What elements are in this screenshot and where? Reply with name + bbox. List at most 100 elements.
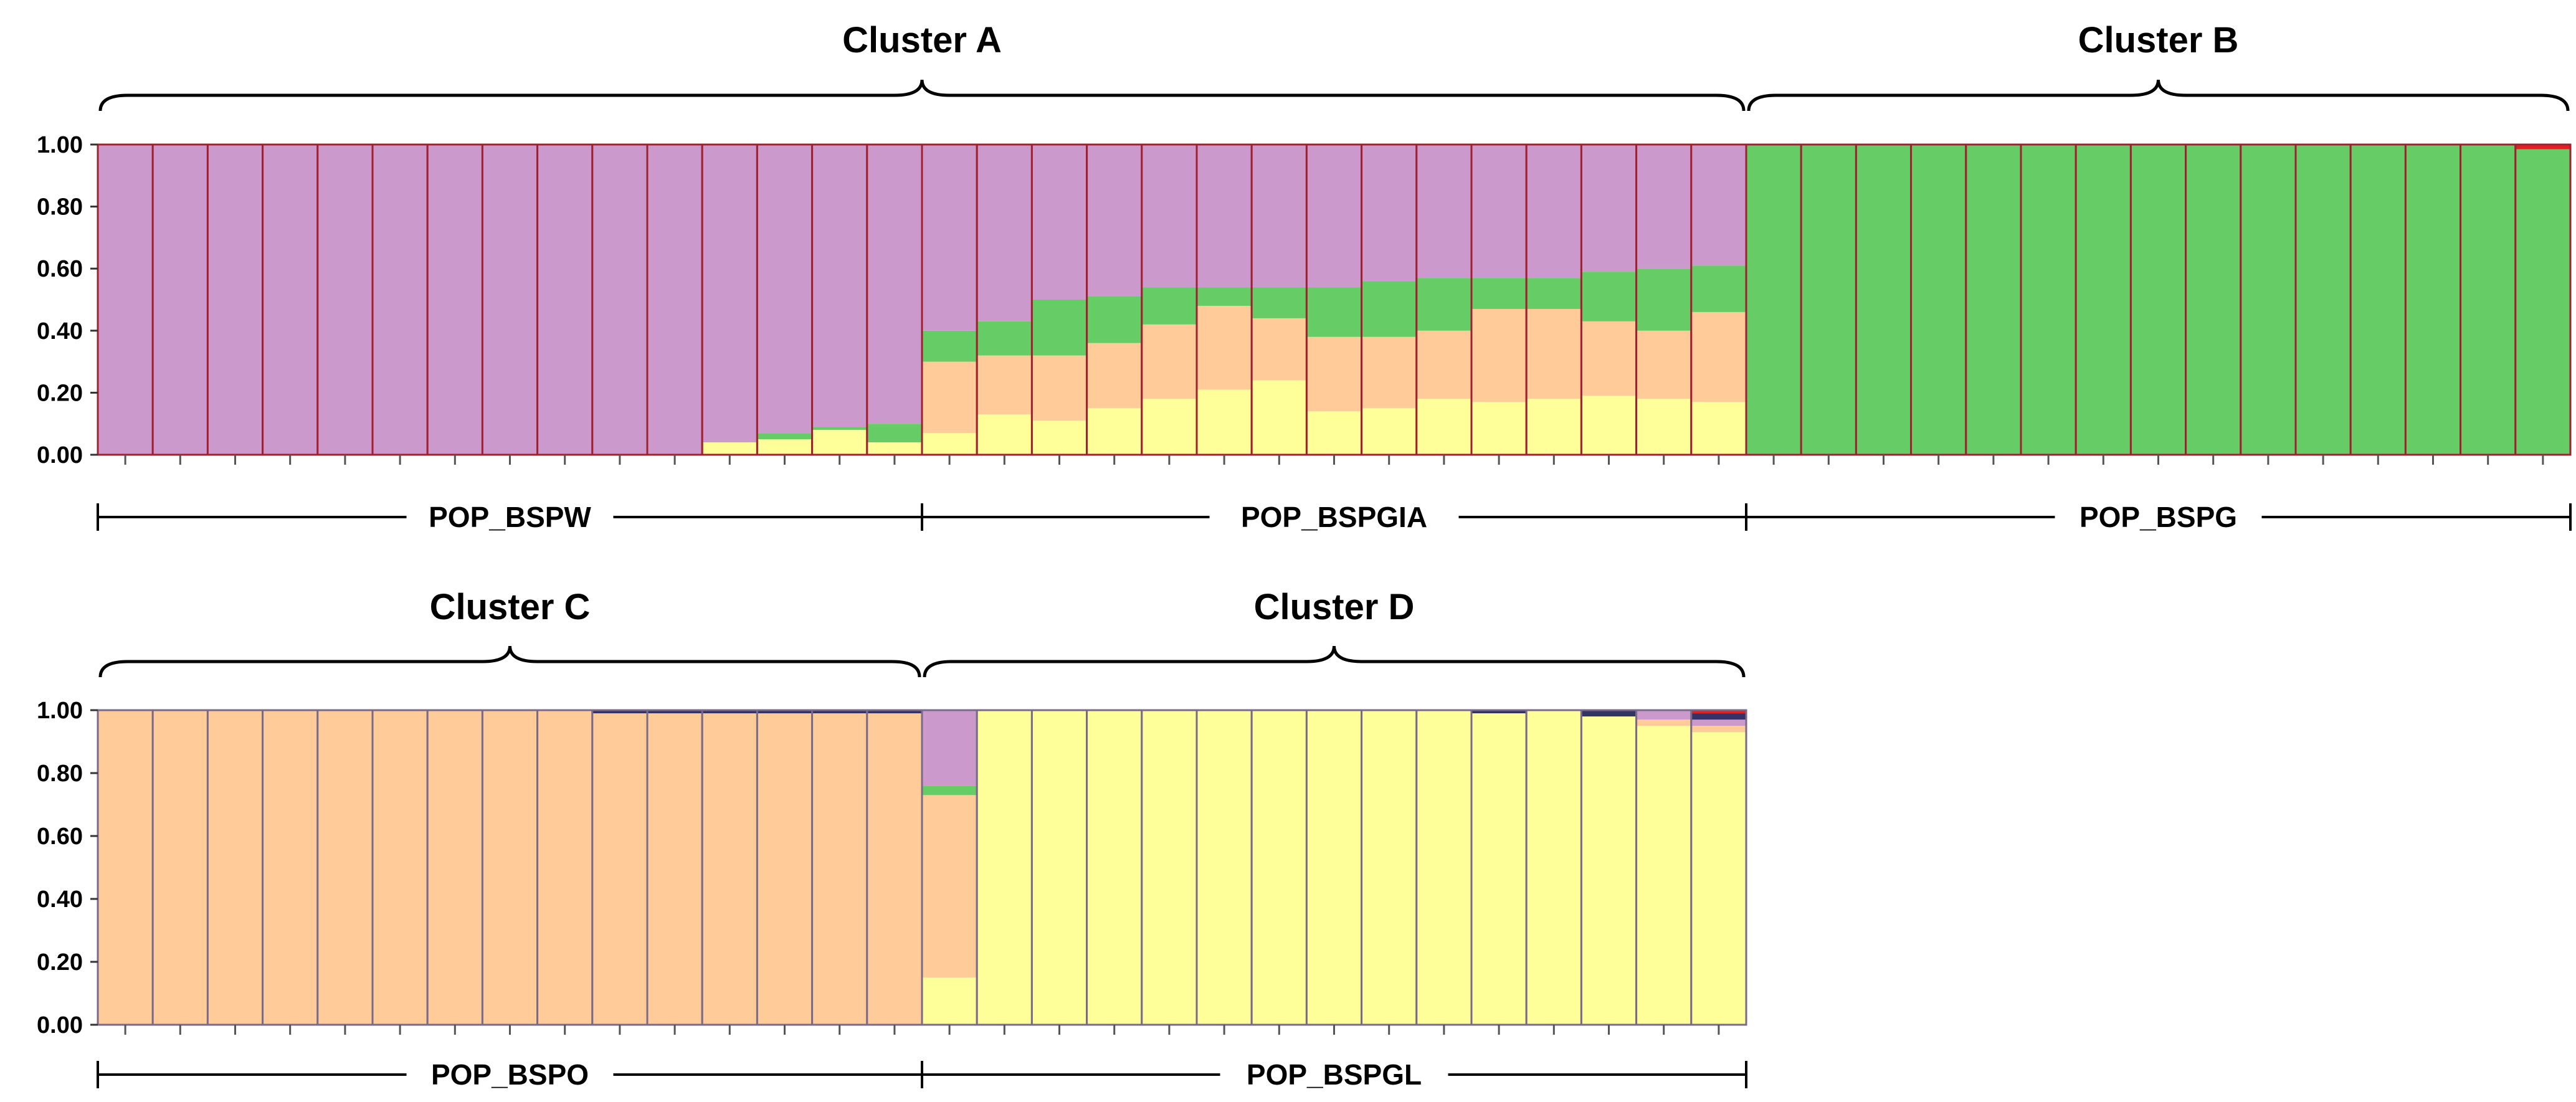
bar-segment-orange <box>1526 308 1582 399</box>
bar-segment-yellow <box>1032 710 1087 1025</box>
bar-segment-purple <box>757 145 812 434</box>
bar-segment-orange <box>317 710 373 1025</box>
bar-segment-purple <box>1691 720 1746 726</box>
bar-segment-orange <box>1361 336 1417 409</box>
bar-individual-8 <box>481 709 539 1026</box>
bar-segment-purple <box>867 145 922 424</box>
bar-segment-purple <box>1197 145 1252 288</box>
bar-individual-11 <box>646 143 703 456</box>
bar-segment-yellow <box>1361 408 1417 455</box>
bar-individual-6 <box>371 709 429 1026</box>
bar-individual-25 <box>1415 709 1473 1026</box>
bar-individual-30 <box>1690 709 1747 1026</box>
bar-segment-orange <box>702 713 758 1025</box>
bar-individual-28 <box>1580 143 1638 456</box>
bar-individual-42 <box>2349 143 2407 456</box>
bar-individual-19 <box>1086 709 1143 1026</box>
bar-individual-22 <box>1250 709 1308 1026</box>
bar-segment-yellow <box>1526 399 1582 455</box>
bar-individual-39 <box>2185 143 2242 456</box>
bar-segment-orange <box>262 710 318 1025</box>
bar-segment-purple <box>262 145 318 455</box>
bar-segment-orange <box>1416 330 1471 399</box>
bar-segment-purple <box>427 145 483 455</box>
bar-segment-orange <box>1691 726 1746 733</box>
bar-segment-purple <box>1141 145 1197 288</box>
bar-individual-7 <box>426 709 483 1026</box>
bar-segment-green <box>2076 145 2131 455</box>
bar-individual-21 <box>1195 709 1253 1026</box>
bar-segment-yellow <box>757 439 812 455</box>
bar-segment-green <box>1252 287 1307 318</box>
bar-individual-23 <box>1305 709 1363 1026</box>
bar-segment-navy <box>702 710 758 714</box>
bar-segment-green <box>2240 145 2296 455</box>
bar-individual-12 <box>701 709 758 1026</box>
bar-segment-purple <box>373 145 428 455</box>
y-tick-label: 0.80 <box>37 194 83 221</box>
bar-segment-green <box>1416 278 1471 331</box>
cluster-brace <box>98 79 1746 112</box>
bar-segment-yellow <box>1581 716 1637 1025</box>
y-tick-label: 0.60 <box>37 824 83 850</box>
bar-individual-15 <box>866 709 923 1026</box>
bar-individual-45 <box>2514 143 2572 456</box>
bar-segment-green <box>1746 145 1802 455</box>
population-label: POP_BSPW <box>429 501 591 533</box>
bar-segment-green <box>1361 281 1417 337</box>
bar-individual-38 <box>2129 143 2187 456</box>
bar-individual-22 <box>1250 143 1308 456</box>
bar-segment-green <box>922 786 977 796</box>
bar-segment-purple <box>812 145 867 427</box>
bar-segment-orange <box>592 713 647 1025</box>
bar-segment-yellow <box>922 433 977 455</box>
bar-individual-41 <box>2294 143 2352 456</box>
bar-segment-orange <box>1691 311 1746 402</box>
bar-segment-orange <box>98 710 153 1025</box>
bar-segment-yellow <box>1691 402 1746 455</box>
bar-segment-purple <box>977 145 1032 321</box>
bar-segment-yellow <box>1416 710 1471 1025</box>
bar-segment-purple <box>482 145 538 455</box>
bar-segment-yellow <box>1197 389 1252 455</box>
bar-individual-34 <box>1910 143 1967 456</box>
bar-segment-green <box>977 321 1032 356</box>
bar-individual-28 <box>1580 709 1638 1026</box>
bar-segment-orange <box>977 355 1032 415</box>
cluster-brace <box>98 645 921 678</box>
bar-segment-navy <box>867 710 922 714</box>
bar-individual-19 <box>1086 143 1143 456</box>
bar-segment-navy <box>812 710 867 714</box>
bar-segment-green <box>2350 145 2406 455</box>
bar-segment-orange <box>373 710 428 1025</box>
bar-segment-purple <box>1581 145 1637 272</box>
bar-segment-purple <box>647 145 703 455</box>
bar-segment-purple <box>702 145 758 443</box>
bar-individual-11 <box>646 709 703 1026</box>
bar-segment-green <box>2515 149 2570 455</box>
structure-panel-2: 0.00 0.20 0.40 0.60 0.80 1.00 Cluster C Cluster… <box>37 587 1747 1091</box>
bar-individual-29 <box>1635 143 1693 456</box>
bar-segment-orange <box>1306 336 1362 412</box>
y-axis: 0.00 0.20 0.40 0.60 0.80 1.00 <box>37 698 98 1038</box>
bar-segment-red <box>2515 145 2570 150</box>
bar-segment-yellow <box>1471 402 1527 455</box>
bar-segment-green <box>867 424 922 443</box>
bar-segment-yellow <box>1306 411 1362 455</box>
bar-segment-yellow <box>1691 732 1746 1025</box>
bar-individual-24 <box>1361 709 1418 1026</box>
bar-segment-navy <box>1581 710 1637 717</box>
bar-individual-43 <box>2404 143 2462 456</box>
bar-individual-5 <box>316 143 374 456</box>
bar-segment-navy <box>647 710 703 714</box>
bar-segment-orange <box>427 710 483 1025</box>
bar-segment-purple <box>1361 145 1417 282</box>
bar-segment-navy <box>1471 710 1527 714</box>
bar-segment-green <box>1691 265 1746 312</box>
bar-individual-27 <box>1525 143 1582 456</box>
bar-segment-navy <box>1691 713 1746 720</box>
bar-segment-green <box>1911 145 1966 455</box>
bar-individual-44 <box>2460 143 2517 456</box>
bar-segment-purple <box>1086 145 1142 297</box>
cluster-label: Cluster B <box>2078 20 2239 60</box>
